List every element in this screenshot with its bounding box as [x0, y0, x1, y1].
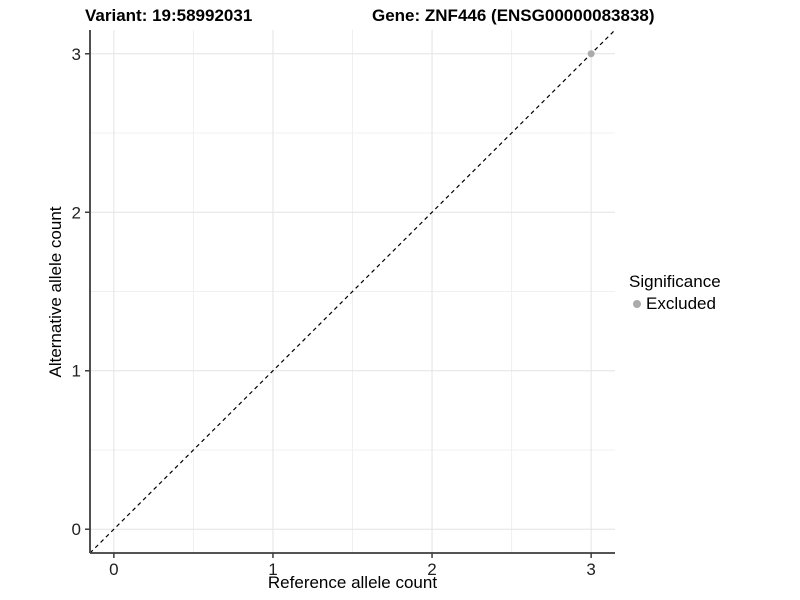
excluded-point-icon — [633, 299, 641, 308]
legend-title: Significance — [629, 272, 721, 291]
x-tick-label: 0 — [109, 560, 118, 579]
legend-item-excluded: Excluded — [629, 294, 721, 313]
plot-title-variant: Variant: 19:58992031 — [85, 6, 253, 25]
y-axis-title: Alternative allele count — [46, 206, 65, 378]
x-axis-title: Reference allele count — [267, 573, 438, 592]
identity-line — [89, 29, 616, 554]
plot-title-gene: Gene: ZNF446 (ENSG00000083838) — [372, 6, 655, 25]
y-tick-label: 3 — [72, 45, 81, 64]
y-tick-label: 2 — [72, 203, 81, 222]
legend: Significance Excluded — [629, 272, 721, 313]
x-tick-label: 1 — [268, 560, 277, 579]
y-tick-label: 1 — [72, 362, 81, 381]
x-tick-label: 2 — [427, 560, 436, 579]
data-point-excluded — [587, 50, 595, 58]
x-tick-label: 3 — [586, 560, 595, 579]
y-tick-label: 0 — [72, 520, 81, 539]
legend-item-label: Excluded — [646, 294, 716, 313]
